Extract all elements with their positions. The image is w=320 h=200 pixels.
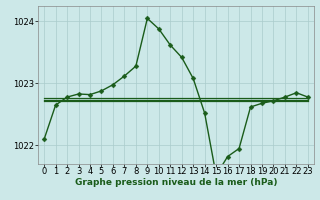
X-axis label: Graphe pression niveau de la mer (hPa): Graphe pression niveau de la mer (hPa) [75, 178, 277, 187]
